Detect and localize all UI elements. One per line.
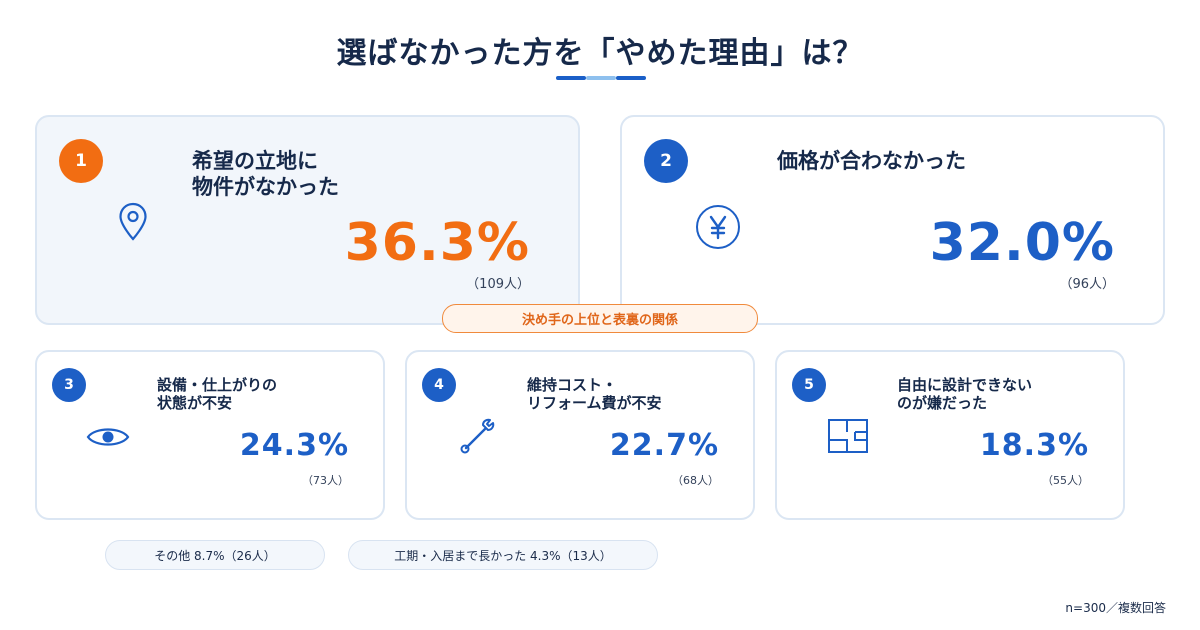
reason-card-1: 1 希望の立地に 物件がなかった 36.3% （109人） — [35, 115, 580, 325]
reason-value-2: 32.0% — [929, 213, 1115, 273]
rank-badge-4: 4 — [422, 368, 456, 402]
reason-label-2: 価格が合わなかった — [777, 149, 966, 173]
footnote: n=300／複数回答 — [1065, 601, 1166, 615]
delay-pill: 工期・入居まで長かった 4.3%（13人） — [348, 540, 658, 570]
reason-count-2: （96人） — [1059, 277, 1115, 292]
reason-card-4: 4 維持コスト・ リフォーム費が不安 22.7% （68人） — [405, 350, 755, 520]
reason-value-5: 18.3% — [979, 428, 1089, 463]
map-pin-icon — [119, 202, 147, 241]
page-title: 選ばなかった方を「やめた理由」は？ — [336, 36, 864, 71]
reason-value-4: 22.7% — [609, 428, 719, 463]
reason-value-1: 36.3% — [344, 213, 530, 273]
wrench-icon — [460, 418, 495, 454]
reason-label-5: 自由に設計できない のが嫌だった — [897, 376, 1033, 413]
rank-badge-1: 1 — [59, 139, 103, 183]
yen-icon — [696, 205, 740, 249]
reason-value-3: 24.3% — [239, 428, 349, 463]
reason-label-4: 維持コスト・ リフォーム費が不安 — [527, 376, 662, 413]
title-underline — [556, 76, 646, 80]
reason-card-3: 3 設備・仕上がりの 状態が不安 24.3% （73人） — [35, 350, 385, 520]
reason-count-4: （68人） — [672, 474, 719, 487]
rank-badge-5: 5 — [792, 368, 826, 402]
reason-label-3: 設備・仕上がりの 状態が不安 — [157, 376, 278, 413]
floorplan-icon — [828, 419, 868, 453]
rank-badge-2: 2 — [644, 139, 688, 183]
reason-card-5: 5 自由に設計できない のが嫌だった 18.3% （55人） — [775, 350, 1125, 520]
other-pill: その他 8.7%（26人） — [105, 540, 325, 570]
rank-badge-3: 3 — [52, 368, 86, 402]
relation-chip: 決め手の上位と表裏の関係 — [442, 304, 758, 333]
reason-card-2: 2 価格が合わなかった 32.0% （96人） — [620, 115, 1165, 325]
eye-icon — [86, 428, 130, 446]
reason-count-5: （55人） — [1042, 474, 1089, 487]
reason-count-3: （73人） — [302, 474, 349, 487]
reason-count-1: （109人） — [466, 277, 530, 292]
reason-label-1: 希望の立地に 物件がなかった — [192, 149, 339, 199]
